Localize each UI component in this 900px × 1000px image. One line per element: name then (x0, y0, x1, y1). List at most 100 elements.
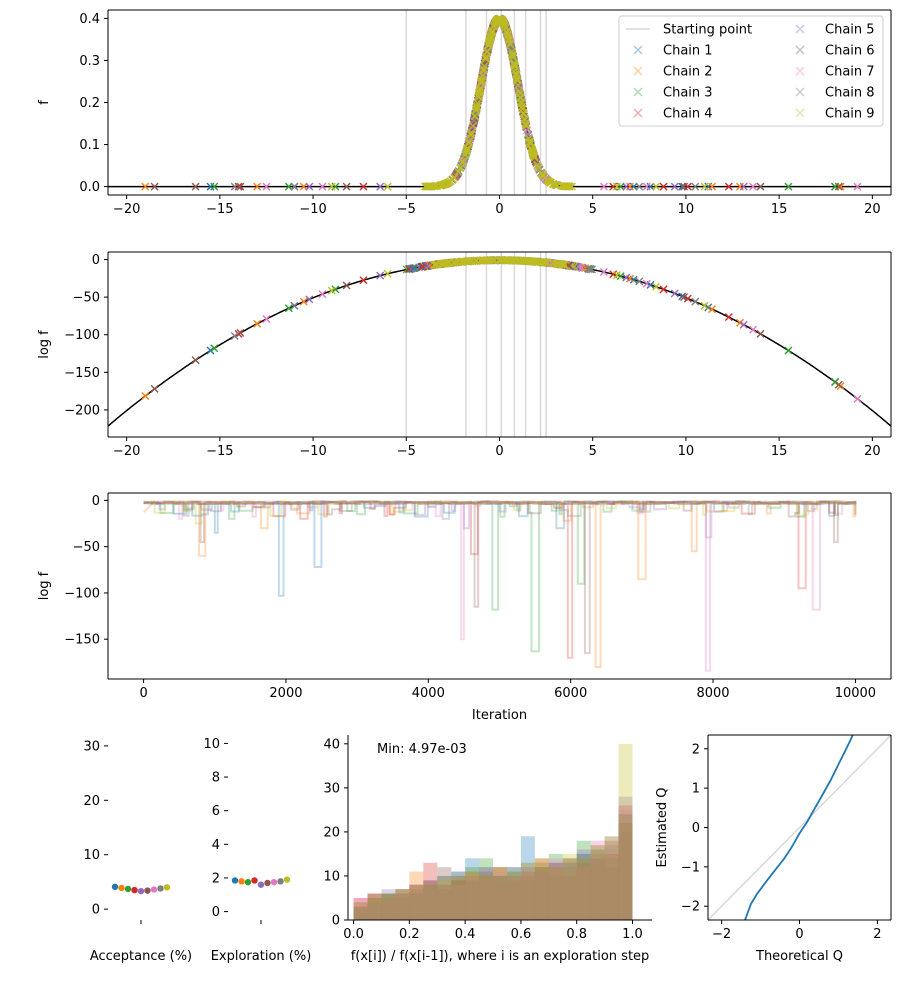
histogram-bar (590, 849, 605, 920)
sample-marker (497, 15, 506, 24)
trace-chain-6 (143, 500, 857, 655)
legend-label: Chain 3 (663, 86, 713, 101)
histogram-bar (479, 875, 494, 920)
outlier-sample-marker (253, 182, 262, 191)
histogram-bar (493, 875, 507, 920)
sample-marker (479, 65, 488, 74)
outlier-sample-marker (652, 282, 661, 291)
histogram-bar (618, 814, 633, 920)
x-tick-label: 0.2 (399, 927, 420, 942)
histogram-bar (506, 880, 521, 920)
outlier-sample-marker (236, 328, 245, 337)
sample-marker (499, 19, 508, 28)
histogram-bar (395, 889, 410, 920)
sample-marker (524, 257, 533, 266)
legend-marker-chain-8 (795, 87, 805, 97)
histogram-bar (520, 871, 535, 920)
histogram-bar (534, 871, 549, 920)
y-tick-label: −50 (73, 291, 100, 306)
sample-marker (542, 258, 551, 267)
trace-chain-5 (143, 500, 857, 539)
y-tick-label: −150 (64, 366, 100, 381)
outlier-sample-marker (290, 301, 299, 310)
histogram-bar (409, 884, 424, 920)
y-tick-label: 8 (212, 771, 220, 786)
outlier-sample-marker (230, 182, 239, 191)
histogram-bar (562, 862, 577, 920)
histogram-bar (604, 845, 619, 920)
y-tick-label: 40 (323, 737, 340, 752)
x-tick-label: 0 (795, 927, 803, 942)
reference-line (708, 735, 891, 920)
acceptance-point (111, 883, 119, 891)
acceptance-point (157, 885, 164, 892)
sample-marker (402, 265, 411, 274)
outlier-sample-marker (784, 182, 793, 191)
legend: Starting point Chain 1 Chain 2 Chain 3 Chain… (618, 15, 884, 127)
outlier-sample-marker (191, 182, 200, 191)
histogram-bar (520, 875, 535, 920)
sample-marker (466, 130, 475, 139)
histogram-bar (479, 858, 494, 920)
sample-marker (448, 175, 457, 184)
histogram-bar (465, 880, 480, 920)
outlier-sample-marker (318, 290, 327, 299)
sample-marker (534, 163, 543, 172)
x-tick-label: 0 (495, 202, 503, 217)
outlier-sample-marker (262, 182, 271, 191)
histogram-bar (534, 858, 549, 920)
x-tick-label: 15 (771, 202, 788, 217)
histogram-bar (395, 889, 410, 920)
y-tick-label: 0 (692, 821, 700, 836)
sample-marker (517, 256, 526, 265)
legend-marker-chain-7 (795, 66, 805, 76)
outlier-sample-marker (724, 313, 733, 322)
histogram-bar (451, 875, 466, 920)
exploration-point (251, 877, 258, 884)
y-tick-label: 0 (92, 494, 100, 509)
histogram-bar (437, 880, 452, 920)
histogram-bar (479, 871, 494, 920)
outlier-sample-marker (749, 182, 758, 191)
histogram-bar (534, 858, 549, 920)
x-tick-label: 0 (495, 444, 503, 459)
trace-chain-3 (143, 500, 857, 653)
x-tick-label: −2 (712, 927, 731, 942)
x-tick-label: 1.0 (622, 927, 643, 942)
outlier-sample-marker (342, 281, 351, 290)
sample-marker (424, 182, 433, 191)
acceptance-point (118, 884, 125, 892)
histogram-bar (423, 880, 438, 920)
outlier-sample-marker (834, 182, 843, 191)
histogram-bar (604, 849, 619, 920)
sample-marker (485, 37, 494, 46)
sample-marker (502, 27, 511, 36)
x-axis-label: Exploration (%) (211, 949, 312, 964)
histogram-bar (562, 862, 577, 920)
histogram-bar (465, 880, 480, 920)
legend-label: Chain 1 (663, 44, 713, 59)
histogram-bar (395, 889, 410, 920)
histogram-bar (548, 858, 563, 920)
exploration-point (277, 878, 284, 885)
outlier-sample-marker (700, 301, 709, 310)
y-tick-label: −150 (64, 633, 100, 648)
histogram-bar (465, 871, 480, 920)
histogram-bar (562, 867, 577, 920)
x-tick-label: −15 (206, 444, 233, 459)
outlier-sample-marker (784, 346, 793, 355)
sample-marker (423, 261, 432, 270)
outlier-sample-marker (141, 182, 150, 191)
legend-label: Chain 8 (825, 86, 875, 101)
histogram-bar (548, 867, 563, 920)
y-tick-label: 30 (83, 739, 100, 754)
histogram-bar (381, 893, 396, 920)
outlier-sample-marker (659, 182, 668, 191)
acceptance-point (137, 887, 145, 895)
histogram-bar (465, 875, 480, 920)
histogram-bar (381, 897, 396, 920)
histogram-bar (409, 884, 424, 920)
outlier-sample-marker (284, 304, 293, 313)
x-axis-label: f(x[i]) / f(x[i-1]), where i is an explo… (351, 949, 650, 964)
